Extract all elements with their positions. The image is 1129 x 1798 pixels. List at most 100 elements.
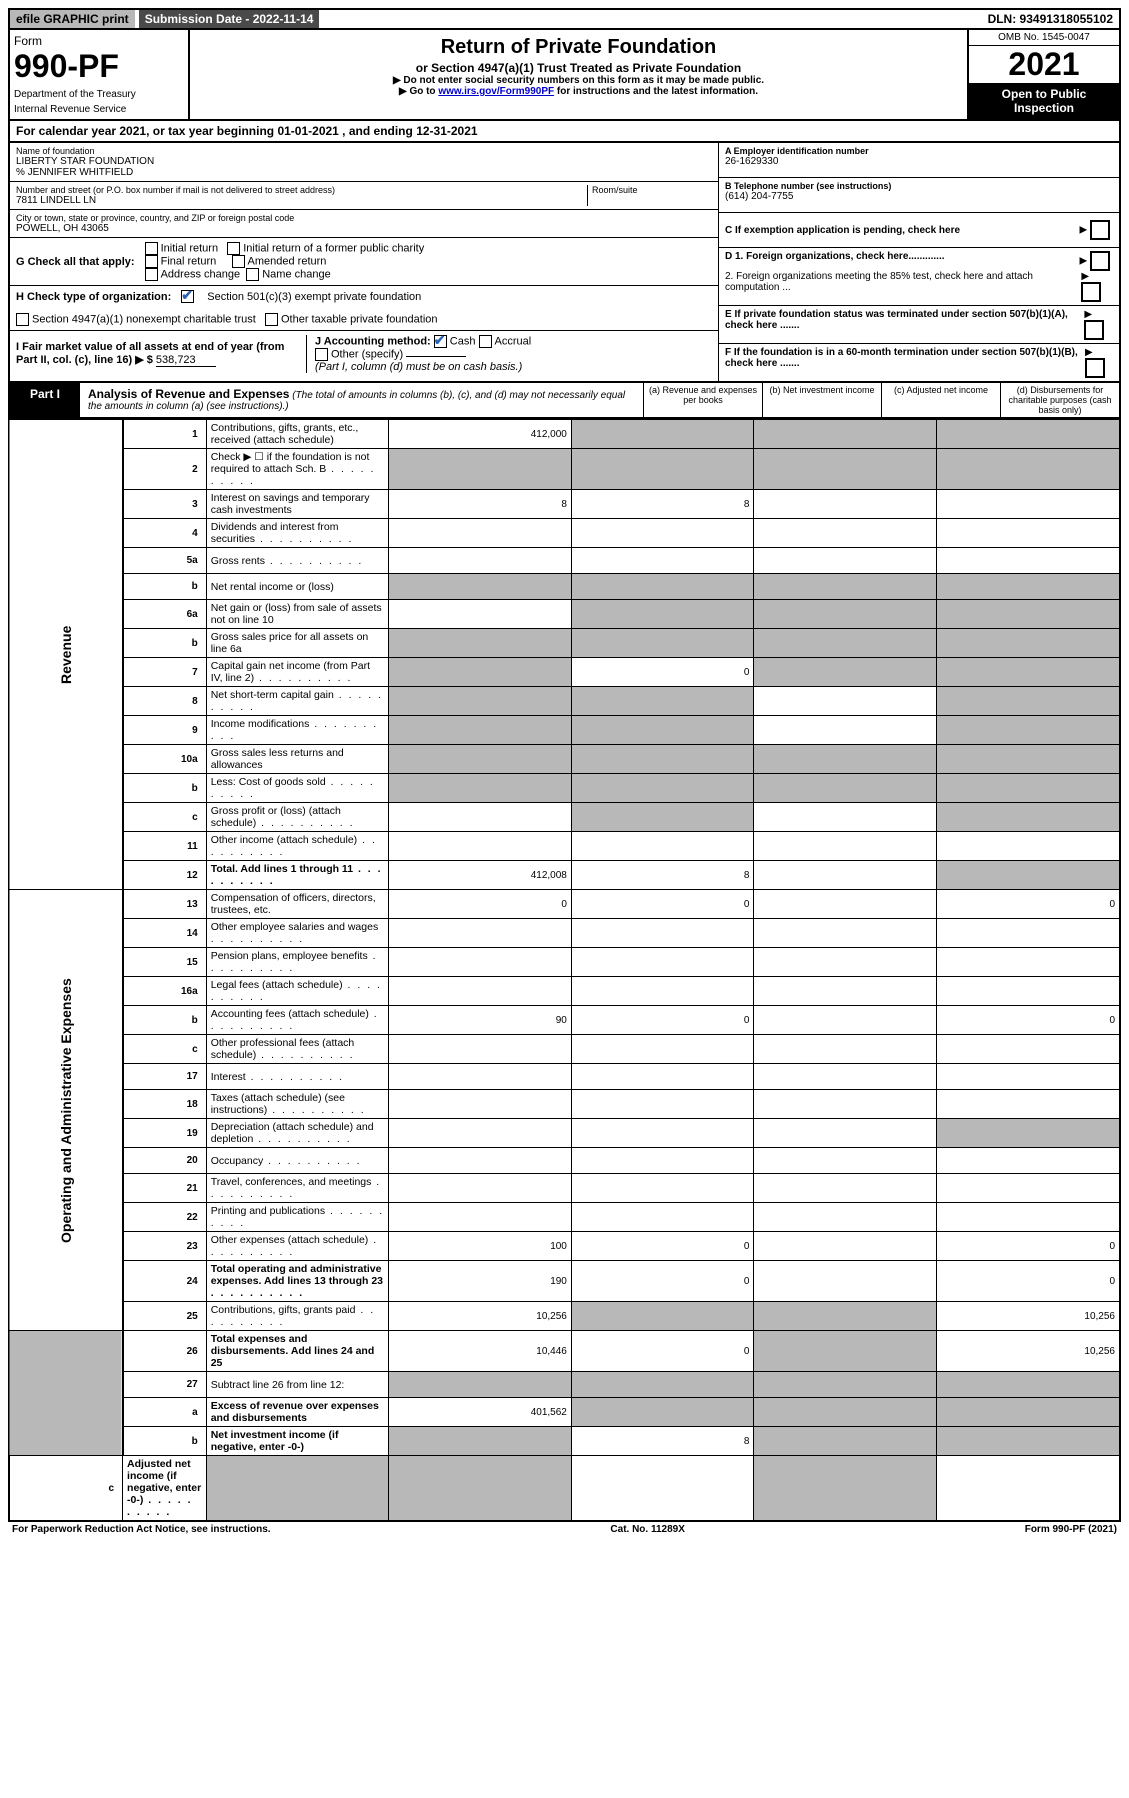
line-desc: Net gain or (loss) from sale of assets n… [206, 600, 389, 629]
address-change-check[interactable] [145, 268, 158, 281]
amount-cell: 401,562 [389, 1398, 572, 1427]
amount-cell [754, 449, 937, 490]
table-row: bLess: Cost of goods sold [9, 774, 1120, 803]
line-number: 12 [123, 861, 207, 890]
amount-cell [571, 574, 754, 600]
col-a: (a) Revenue and expenses per books [643, 383, 762, 417]
amount-cell [937, 803, 1120, 832]
amount-cell [754, 519, 937, 548]
amount-cell [389, 449, 572, 490]
line-number: 11 [123, 832, 207, 861]
ein: 26-1629330 [725, 156, 1113, 167]
table-row: 15Pension plans, employee benefits [9, 948, 1120, 977]
foundation-name: LIBERTY STAR FOUNDATION [16, 156, 712, 167]
line-number: c [9, 1456, 123, 1522]
amount-cell [754, 658, 937, 687]
amount-cell [937, 449, 1120, 490]
line-desc: Capital gain net income (from Part IV, l… [206, 658, 389, 687]
d2-check[interactable] [1081, 282, 1101, 302]
calendar-year: For calendar year 2021, or tax year begi… [8, 121, 1121, 143]
amount-cell [571, 1119, 754, 1148]
c-check[interactable] [1090, 220, 1110, 240]
4947-check[interactable] [16, 313, 29, 326]
501c3-check[interactable] [181, 290, 194, 303]
line-number: 26 [123, 1331, 207, 1372]
amount-cell [206, 1456, 389, 1522]
efile-button[interactable]: efile GRAPHIC print [10, 10, 135, 28]
amount-cell [937, 948, 1120, 977]
cash-check[interactable] [434, 335, 447, 348]
amount-cell [571, 600, 754, 629]
line-desc: Adjusted net income (if negative, enter … [123, 1456, 207, 1522]
table-row: 14Other employee salaries and wages [9, 919, 1120, 948]
other-method-check[interactable] [315, 348, 328, 361]
amount-cell: 10,256 [937, 1302, 1120, 1331]
amount-cell [571, 803, 754, 832]
amount-cell [571, 1398, 754, 1427]
accrual-check[interactable] [479, 335, 492, 348]
table-row: cAdjusted net income (if negative, enter… [9, 1456, 1120, 1522]
footer-mid: Cat. No. 11289X [610, 1524, 684, 1535]
initial-return-check[interactable] [145, 242, 158, 255]
amount-cell [937, 832, 1120, 861]
amount-cell [937, 1064, 1120, 1090]
e-check[interactable] [1084, 320, 1104, 340]
amount-cell [754, 420, 937, 449]
amount-cell [937, 977, 1120, 1006]
amount-cell [754, 774, 937, 803]
table-row: bNet rental income or (loss) [9, 574, 1120, 600]
initial-public-check[interactable] [227, 242, 240, 255]
dln: DLN: 93491318055102 [982, 10, 1119, 28]
amount-cell [937, 1174, 1120, 1203]
amount-cell: 0 [937, 1261, 1120, 1302]
amount-cell: 190 [389, 1261, 572, 1302]
amount-cell [754, 574, 937, 600]
amount-cell [937, 1035, 1120, 1064]
amount-cell [754, 490, 937, 519]
amended-check[interactable] [232, 255, 245, 268]
amount-cell [937, 519, 1120, 548]
amount-cell [389, 1064, 572, 1090]
table-row: Operating and Administrative Expenses13C… [9, 890, 1120, 919]
line-number: 8 [123, 687, 207, 716]
line-number: 1 [123, 420, 207, 449]
revenue-label: Revenue [9, 420, 123, 890]
other-taxable-check[interactable] [265, 313, 278, 326]
amount-cell [937, 1398, 1120, 1427]
form-label: Form [14, 34, 184, 48]
amount-cell [937, 687, 1120, 716]
table-row: 10aGross sales less returns and allowanc… [9, 745, 1120, 774]
amount-cell [571, 687, 754, 716]
expenses-label: Operating and Administrative Expenses [9, 890, 123, 1331]
city-label: City or town, state or province, country… [16, 213, 712, 223]
name-label: Name of foundation [16, 146, 712, 156]
amount-cell: 0 [571, 1261, 754, 1302]
line-desc: Gross sales less returns and allowances [206, 745, 389, 774]
amount-cell [937, 1203, 1120, 1232]
line-number: 2 [123, 449, 207, 490]
line-desc: Less: Cost of goods sold [206, 774, 389, 803]
spacer [9, 1331, 123, 1456]
line-number: c [123, 803, 207, 832]
line-desc: Subtract line 26 from line 12: [206, 1372, 389, 1398]
instructions-link[interactable]: www.irs.gov/Form990PF [438, 86, 554, 97]
room-label: Room/suite [592, 185, 712, 195]
line-desc: Occupancy [206, 1148, 389, 1174]
part-tag: Part I [10, 383, 80, 417]
d1-check[interactable] [1090, 251, 1110, 271]
h-section: H Check type of organization: Section 50… [10, 286, 718, 331]
line-desc: Other income (attach schedule) [206, 832, 389, 861]
table-row: 11Other income (attach schedule) [9, 832, 1120, 861]
amount-cell [937, 1119, 1120, 1148]
name-change-check[interactable] [246, 268, 259, 281]
amount-cell: 8 [571, 861, 754, 890]
final-return-check[interactable] [145, 255, 158, 268]
f-check[interactable] [1085, 358, 1105, 378]
table-row: 5aGross rents [9, 548, 1120, 574]
amount-cell [389, 803, 572, 832]
amount-cell [937, 490, 1120, 519]
amount-cell [754, 1232, 937, 1261]
line-number: a [123, 1398, 207, 1427]
amount-cell [937, 774, 1120, 803]
line-desc: Other employee salaries and wages [206, 919, 389, 948]
